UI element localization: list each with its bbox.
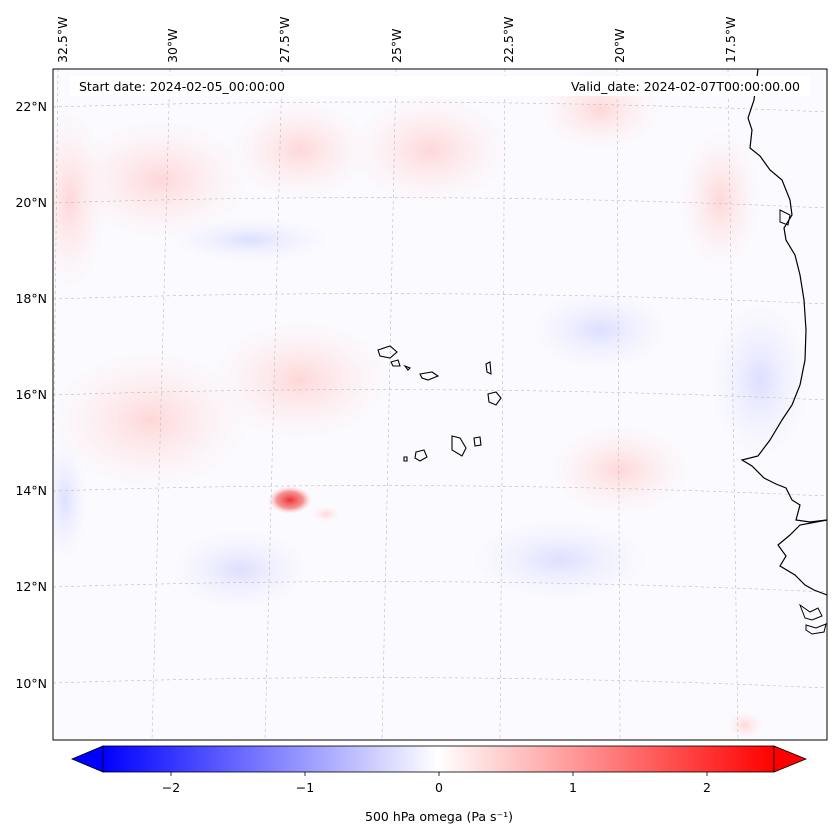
colorbar: −2 −1 0 1 2 500 hPa omega (Pa s⁻¹) bbox=[70, 745, 808, 824]
lon-label: 17.5°W bbox=[723, 17, 738, 63]
lon-label: 20°W bbox=[612, 28, 627, 63]
lat-label: 14°N bbox=[15, 483, 47, 498]
colorbar-extend-min bbox=[70, 745, 104, 773]
parallel bbox=[53, 581, 827, 593]
descent-patch bbox=[70, 120, 250, 240]
lon-label: 27.5°W bbox=[277, 17, 292, 63]
valid-date-label: Valid_date: 2024-02-07T00:00:00.00 bbox=[571, 79, 800, 94]
descent-patch bbox=[680, 130, 760, 270]
colorbar-tick-label: −1 bbox=[296, 780, 314, 795]
lat-label: 12°N bbox=[15, 579, 47, 594]
descent-patch bbox=[210, 320, 390, 440]
meridian bbox=[499, 69, 506, 740]
lat-label: 22°N bbox=[15, 99, 47, 114]
colorbar-tick-label: 2 bbox=[703, 780, 711, 795]
longitude-labels: 32.5°W 30°W 27.5°W 25°W 22.5°W 20°W 17.5… bbox=[55, 17, 738, 63]
lon-label: 32.5°W bbox=[55, 17, 70, 63]
descent-patch bbox=[350, 95, 510, 205]
meridian bbox=[727, 69, 739, 740]
descent-patch bbox=[550, 425, 690, 515]
header-band bbox=[70, 76, 810, 96]
meridian bbox=[381, 69, 397, 740]
meridian bbox=[616, 69, 621, 740]
island-sao-vicente bbox=[390, 359, 401, 367]
colorbar-ticks bbox=[170, 772, 708, 776]
graticule bbox=[53, 69, 827, 740]
colorbar-label: 500 hPa omega (Pa s⁻¹) bbox=[365, 809, 513, 824]
island-sal bbox=[485, 361, 492, 375]
island-maio bbox=[473, 436, 482, 447]
parallel bbox=[53, 101, 827, 113]
colorbar-tick-label: −2 bbox=[162, 780, 180, 795]
omega-field bbox=[53, 69, 827, 740]
parallel bbox=[53, 293, 827, 305]
ascent-patch bbox=[470, 520, 650, 600]
parallel bbox=[53, 485, 827, 497]
ascent-patch bbox=[53, 440, 87, 560]
descent-patch bbox=[53, 350, 250, 490]
lat-label: 20°N bbox=[15, 195, 47, 210]
colorbar-gradient bbox=[102, 745, 775, 773]
ascent-patch bbox=[710, 300, 810, 460]
strong-omega-maximum bbox=[268, 486, 312, 514]
island-santo-antao bbox=[377, 345, 398, 359]
island-sao-nicolau bbox=[419, 371, 440, 381]
map-panel bbox=[52, 68, 828, 741]
lat-label: 10°N bbox=[15, 676, 47, 691]
map-frame bbox=[52, 68, 828, 741]
start-date-label: Start date: 2024-02-05_00:00:00 bbox=[79, 79, 285, 94]
parallel bbox=[53, 677, 827, 689]
island-boa-vista bbox=[487, 391, 502, 406]
west-african-coastline bbox=[740, 69, 827, 523]
guinea-bissau-coastline bbox=[777, 519, 827, 596]
latitude-labels: 22°N 20°N 18°N 16°N 14°N 12°N 10°N bbox=[15, 99, 47, 691]
descent-patch bbox=[230, 100, 370, 200]
coastal-inlet bbox=[779, 209, 791, 226]
parallel bbox=[53, 389, 827, 401]
meridian bbox=[151, 69, 171, 740]
cabo-verde-islands bbox=[377, 345, 502, 462]
colorbar-extend-max bbox=[773, 745, 808, 773]
island-santiago bbox=[451, 435, 467, 457]
coastal-islands bbox=[798, 603, 827, 635]
island-brava bbox=[403, 456, 408, 462]
lat-label: 16°N bbox=[15, 387, 47, 402]
island-santa-luzia bbox=[403, 364, 411, 371]
parallel bbox=[53, 197, 827, 209]
lat-label: 18°N bbox=[15, 291, 47, 306]
descent-patch bbox=[727, 711, 763, 739]
lon-label: 25°W bbox=[389, 28, 404, 63]
ascent-patch bbox=[170, 530, 310, 610]
lon-label: 30°W bbox=[165, 28, 180, 63]
colorbar-tick-label: 0 bbox=[435, 780, 443, 795]
lon-label: 22.5°W bbox=[501, 17, 516, 63]
ascent-patch bbox=[170, 218, 330, 262]
island-fogo bbox=[414, 449, 428, 462]
ascent-patch bbox=[530, 290, 670, 370]
colorbar-tick-label: 1 bbox=[569, 780, 577, 795]
meridian bbox=[264, 69, 283, 740]
descent-patch bbox=[53, 110, 105, 290]
weak-omega-maximum bbox=[312, 506, 340, 522]
